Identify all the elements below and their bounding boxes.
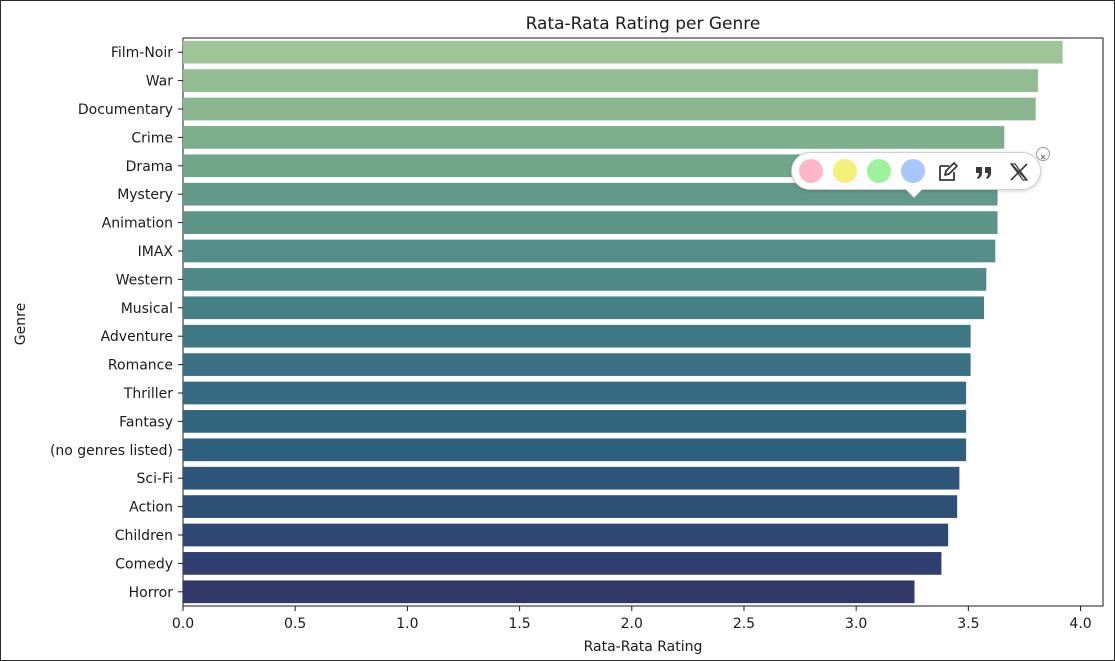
y-tick-label: Comedy <box>115 556 173 572</box>
y-tick-label: Western <box>116 272 173 288</box>
x-tick-label: 0.0 <box>172 616 194 632</box>
bar <box>183 126 1005 149</box>
blue-highlight-swatch[interactable] <box>901 159 925 183</box>
y-tick-label: Sci-Fi <box>137 471 173 487</box>
bar <box>183 580 915 604</box>
bar <box>183 268 987 291</box>
quote-icon[interactable] <box>972 160 996 184</box>
bar <box>183 239 996 263</box>
bar <box>183 97 1036 121</box>
y-tick-label: Documentary <box>78 102 173 118</box>
x-axis-label: Rata-Rata Rating <box>584 639 703 655</box>
bar <box>183 40 1063 64</box>
y-tick-label: Mystery <box>117 187 173 203</box>
bar <box>183 211 998 234</box>
y-tick-label: War <box>146 74 174 90</box>
y-tick-label: Drama <box>126 159 173 175</box>
bar <box>183 296 985 320</box>
y-tick-label: Fantasy <box>119 414 173 430</box>
highlight-toolbar[interactable] <box>791 147 1050 197</box>
x-tick-label: 1.0 <box>396 616 418 632</box>
plot-area: Film-Noir War Documentary Crime Drama Mystery… <box>50 37 1104 632</box>
pink-highlight-swatch[interactable] <box>799 159 823 183</box>
bar <box>183 69 1038 92</box>
y-tick-label: IMAX <box>138 244 174 260</box>
x-share-icon[interactable] <box>1007 160 1031 184</box>
y-tick-label: Adventure <box>101 329 173 345</box>
bar <box>183 353 971 376</box>
x-tick-label: 3.0 <box>845 616 867 632</box>
y-tick-label: Romance <box>108 358 173 374</box>
y-tick-label: Crime <box>131 130 173 146</box>
x-tick-label: 2.0 <box>621 616 643 632</box>
y-tick-label: Thriller <box>123 386 173 402</box>
y-tick-label: Animation <box>102 216 173 232</box>
y-tick-label: Children <box>115 528 173 544</box>
chart-title: Rata-Rata Rating per Genre <box>526 14 761 34</box>
x-tick-label: 2.5 <box>733 616 755 632</box>
bar <box>183 552 942 575</box>
bar <box>183 324 971 348</box>
y-axis-label: Genre <box>13 303 29 345</box>
bar <box>183 182 998 206</box>
x-tick-label: 1.5 <box>508 616 530 632</box>
bar <box>183 523 949 547</box>
y-tick-label: Musical <box>121 301 173 317</box>
bar <box>183 495 958 518</box>
y-tick-label: Horror <box>129 585 174 601</box>
close-icon[interactable] <box>1036 147 1050 161</box>
bar <box>183 410 967 433</box>
bar <box>183 438 967 462</box>
toolbar-pointer <box>906 189 922 197</box>
green-highlight-swatch[interactable] <box>867 159 891 183</box>
x-tick-label: 0.5 <box>284 616 306 632</box>
y-tick-label: Film-Noir <box>111 45 173 61</box>
y-tick-label: Action <box>129 500 173 516</box>
axes-frame <box>182 37 1104 607</box>
edit-note-icon[interactable] <box>936 160 960 184</box>
bar <box>183 381 967 405</box>
x-tick-label: 4.0 <box>1069 616 1091 632</box>
yellow-highlight-swatch[interactable] <box>833 159 857 183</box>
x-tick-label: 3.5 <box>957 616 979 632</box>
bar <box>183 466 960 490</box>
y-tick-label: (no genres listed) <box>50 443 173 459</box>
